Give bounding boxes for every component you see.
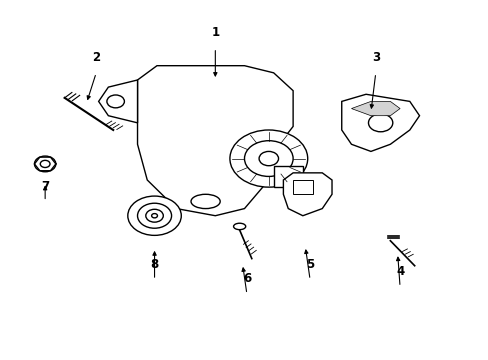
Ellipse shape — [233, 223, 245, 230]
Circle shape — [145, 209, 163, 222]
Circle shape — [127, 196, 181, 235]
Ellipse shape — [191, 194, 220, 208]
Circle shape — [368, 114, 392, 132]
Text: 3: 3 — [371, 51, 379, 64]
Text: 5: 5 — [305, 258, 314, 271]
Text: 6: 6 — [243, 273, 250, 285]
Text: 2: 2 — [92, 51, 100, 64]
PathPatch shape — [341, 94, 419, 152]
Circle shape — [107, 95, 124, 108]
Circle shape — [137, 203, 171, 228]
PathPatch shape — [283, 173, 331, 216]
Circle shape — [151, 213, 157, 218]
Text: 7: 7 — [41, 180, 49, 193]
Circle shape — [244, 141, 292, 176]
FancyBboxPatch shape — [292, 180, 312, 194]
Circle shape — [40, 160, 50, 167]
Text: 8: 8 — [150, 258, 158, 271]
PathPatch shape — [137, 66, 292, 216]
Text: 1: 1 — [211, 26, 219, 39]
PathPatch shape — [99, 80, 137, 123]
PathPatch shape — [273, 166, 302, 187]
PathPatch shape — [351, 102, 399, 116]
Circle shape — [34, 156, 56, 172]
Text: 4: 4 — [395, 265, 404, 278]
Circle shape — [229, 130, 307, 187]
Circle shape — [259, 152, 278, 166]
